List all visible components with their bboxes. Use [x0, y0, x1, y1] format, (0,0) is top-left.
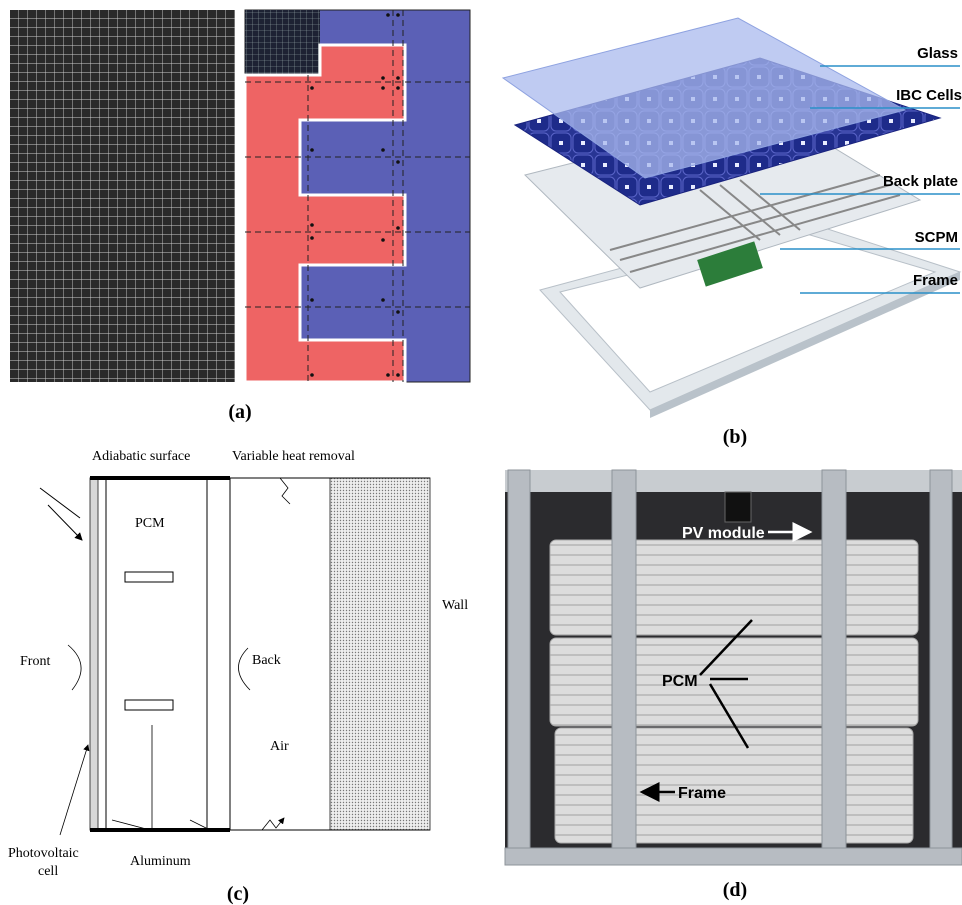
panel-label: (a)	[228, 401, 251, 423]
text: Wall	[442, 598, 468, 613]
text: Front	[20, 654, 50, 669]
sun-arrows	[39, 487, 82, 540]
panel-c: Adiabatic surface Variable heat removal …	[8, 449, 468, 905]
pointer	[59, 744, 90, 836]
text: Air	[270, 739, 289, 754]
text: Variable heat removal	[232, 449, 355, 464]
sensor	[724, 491, 752, 523]
wall	[329, 477, 431, 831]
scpm-board	[697, 241, 763, 287]
pv-glass	[89, 477, 99, 831]
pcm-panel	[554, 727, 914, 844]
dashed-lines	[245, 10, 470, 382]
callout: SCPM	[915, 229, 958, 246]
panel-a: (a)	[10, 9, 471, 423]
text: PCM	[135, 516, 165, 531]
frame-side	[650, 272, 960, 418]
arrow	[642, 619, 753, 792]
ceiling	[505, 470, 962, 492]
callout-lines	[760, 65, 960, 294]
text: Back	[252, 653, 281, 668]
text: PV module	[682, 525, 765, 542]
text: Photovoltaic	[8, 846, 79, 861]
fin	[124, 699, 174, 711]
flow-arrows	[67, 477, 290, 831]
panel-label: (b)	[723, 426, 747, 448]
outline	[105, 477, 430, 831]
text: cell	[38, 864, 58, 879]
aluminum-plates	[90, 476, 230, 832]
back-plate-traces	[609, 174, 901, 273]
text: Aluminum	[130, 854, 191, 869]
grid-patch	[245, 10, 320, 75]
pcm-panel	[549, 637, 919, 727]
panel-b: Glass IBC Cells Back plate SCPM Frame (b…	[501, 17, 962, 448]
panel-d: PV module PCM Frame (d)	[504, 469, 962, 901]
contact-dots	[310, 13, 400, 377]
red-region	[243, 43, 407, 384]
callout: IBC Cells	[896, 87, 962, 104]
callout: Back plate	[883, 173, 958, 190]
text: Frame	[678, 785, 726, 802]
rails	[504, 469, 962, 866]
panel-label: (c)	[227, 883, 249, 905]
callout: Frame	[913, 272, 958, 289]
text: Adiabatic surface	[92, 449, 190, 464]
fin	[124, 571, 174, 583]
glass	[501, 17, 907, 179]
panel-label: (d)	[723, 879, 747, 901]
callout: Glass	[917, 45, 958, 62]
pcm-panel	[549, 539, 919, 636]
pv-grid-photo	[10, 10, 235, 382]
text: PCM	[662, 673, 698, 690]
